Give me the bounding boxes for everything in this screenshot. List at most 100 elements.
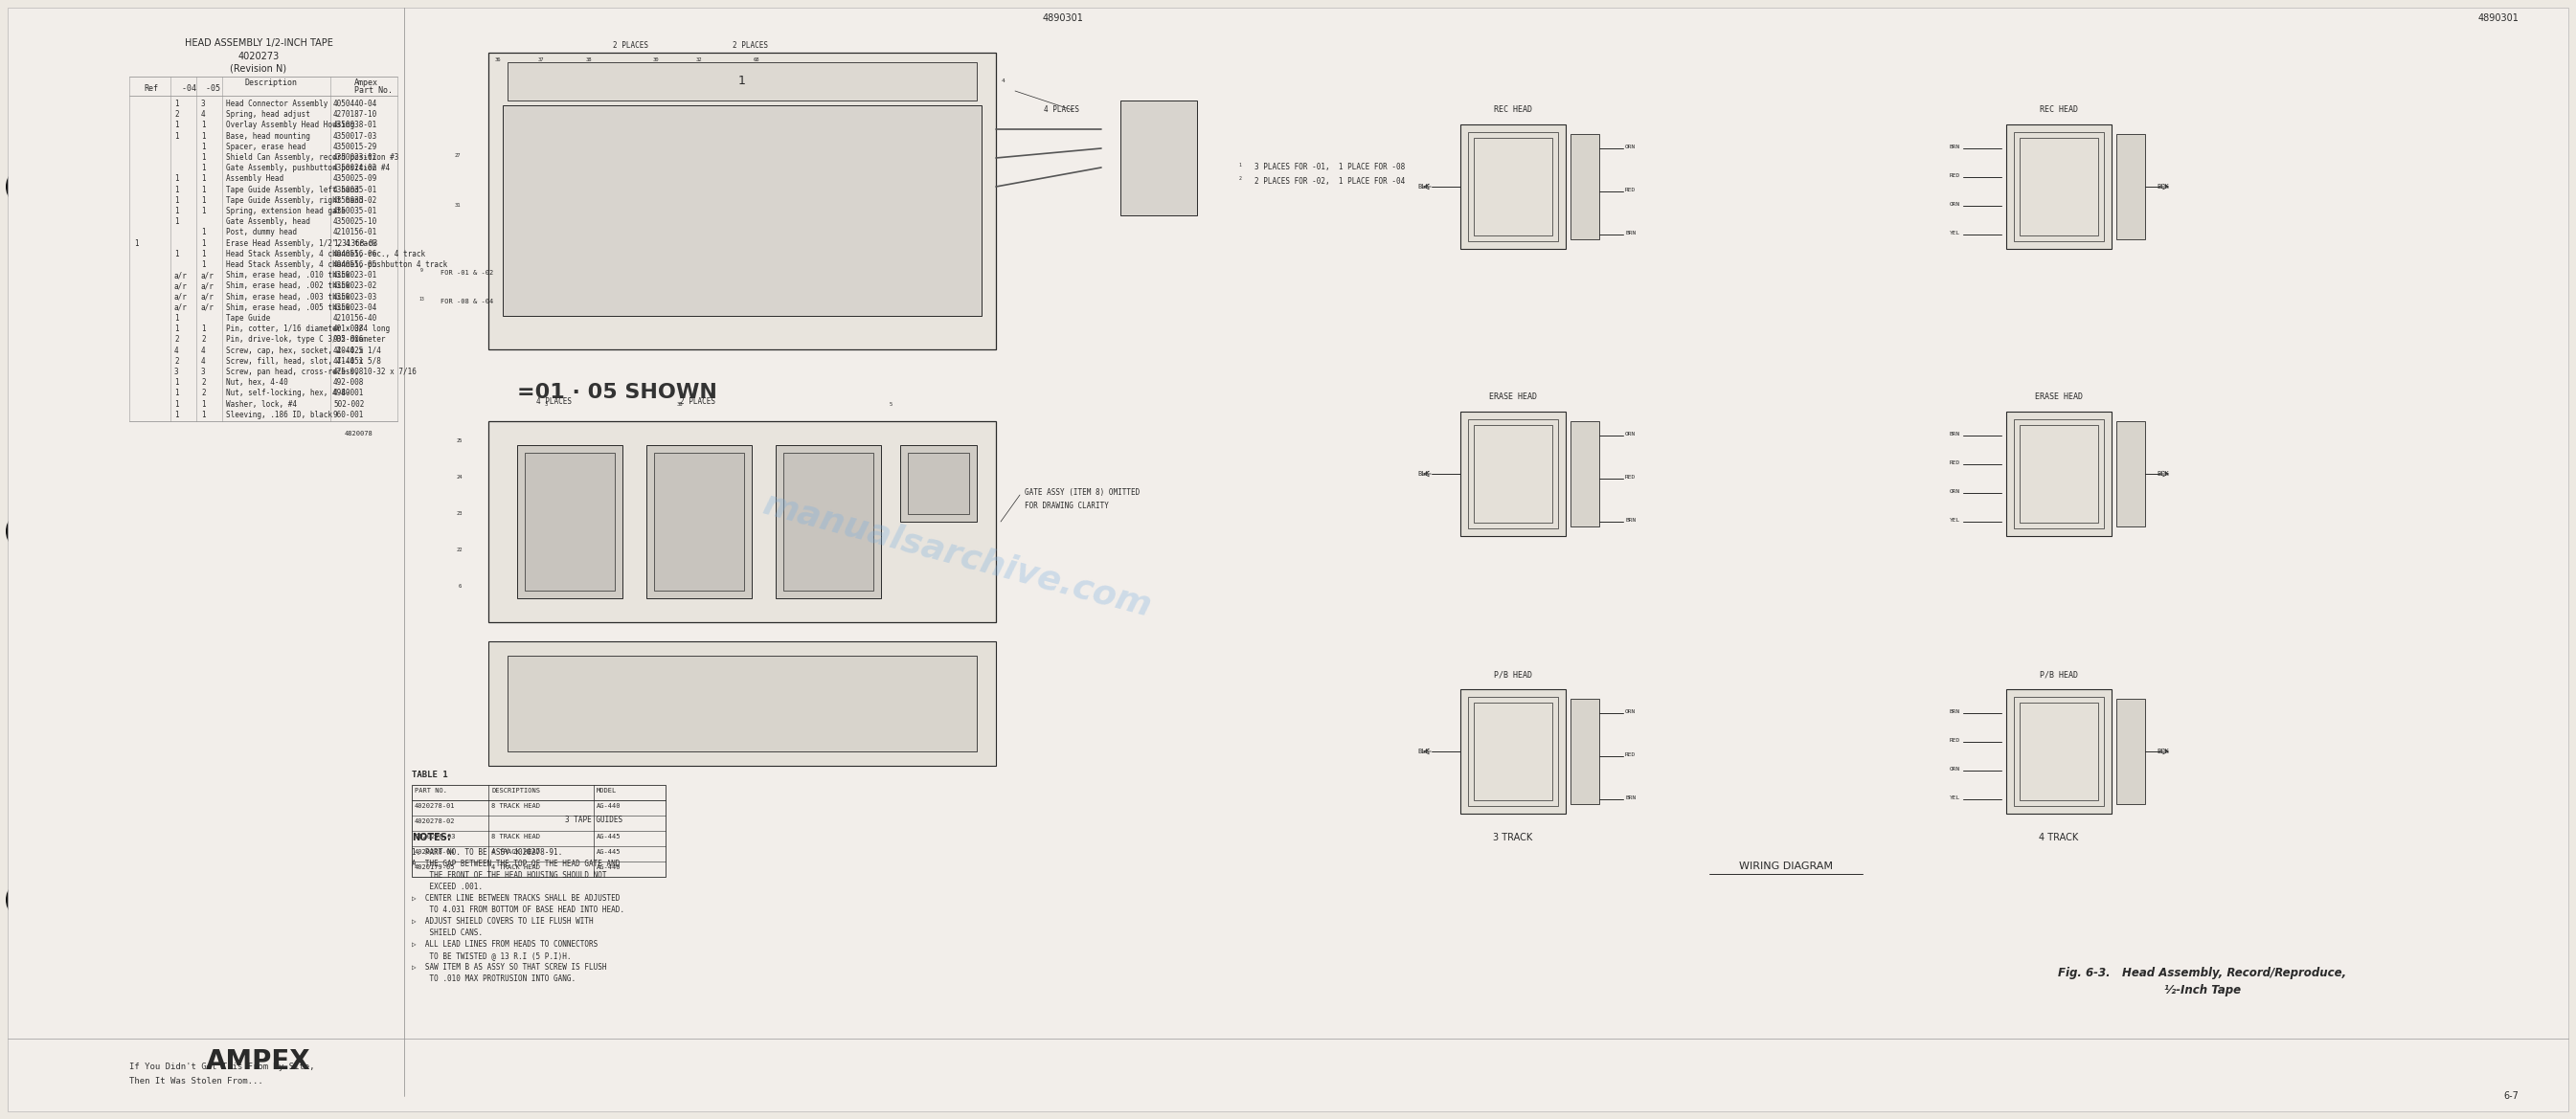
Text: 4350038-01: 4350038-01	[332, 121, 379, 130]
Text: Tape Guide Assembly, left hand: Tape Guide Assembly, left hand	[227, 186, 358, 194]
Text: 3: 3	[201, 367, 206, 376]
Bar	[1461, 412, 1566, 536]
Circle shape	[760, 779, 773, 791]
Circle shape	[2058, 426, 2066, 435]
Circle shape	[1172, 110, 1182, 120]
Text: SHIELD CANS.: SHIELD CANS.	[412, 929, 482, 937]
Ellipse shape	[631, 175, 662, 208]
Circle shape	[1512, 704, 1520, 713]
Circle shape	[451, 540, 469, 558]
Bar	[2014, 132, 2105, 242]
Text: 2: 2	[175, 336, 178, 344]
Circle shape	[958, 225, 976, 244]
Bar	[783, 453, 873, 591]
Text: BLK: BLK	[1417, 471, 1430, 477]
Text: Then It Was Stolen From...: Then It Was Stolen From...	[129, 1076, 263, 1085]
Circle shape	[817, 779, 829, 791]
Bar	[507, 656, 976, 752]
Text: 1: 1	[175, 325, 178, 333]
Text: 401-008: 401-008	[332, 325, 363, 333]
Text: 31: 31	[456, 203, 461, 208]
Text: 498-001: 498-001	[332, 389, 363, 397]
Text: 1: 1	[201, 163, 206, 172]
Circle shape	[5, 878, 49, 921]
Text: 4890301: 4890301	[2478, 13, 2519, 23]
Bar	[1461, 689, 1566, 814]
Circle shape	[1587, 197, 1595, 205]
Text: 4020278-04: 4020278-04	[415, 849, 456, 855]
Circle shape	[2030, 169, 2040, 178]
Bar	[1468, 420, 1558, 528]
Circle shape	[696, 772, 721, 798]
Circle shape	[690, 51, 708, 69]
Text: TO .010 MAX PROTRUSION INTO GANG.: TO .010 MAX PROTRUSION INTO GANG.	[412, 975, 574, 984]
Bar	[507, 63, 976, 101]
Circle shape	[659, 527, 688, 554]
Text: Nut, self-locking, hex, 4-40: Nut, self-locking, hex, 4-40	[227, 389, 350, 397]
Circle shape	[500, 150, 515, 166]
Text: 4270187-10: 4270187-10	[332, 111, 379, 119]
Text: Shim, erase head, .010 thick: Shim, erase head, .010 thick	[227, 271, 350, 280]
Text: 1: 1	[175, 100, 178, 109]
Circle shape	[2133, 427, 2141, 434]
Text: 1: 1	[175, 399, 178, 408]
Circle shape	[2058, 455, 2066, 466]
Text: A. THE GAP BETWEEN THE TOP OF THE HEAD GATE AND: A. THE GAP BETWEEN THE TOP OF THE HEAD G…	[412, 859, 621, 868]
Bar	[1473, 703, 1553, 800]
Text: Part No.: Part No.	[355, 86, 392, 95]
Circle shape	[1172, 137, 1182, 147]
Text: BRN: BRN	[1950, 432, 1960, 436]
Text: 4820078: 4820078	[345, 431, 374, 436]
Circle shape	[2058, 704, 2066, 713]
Circle shape	[747, 51, 765, 69]
Text: Spring, extension head gate: Spring, extension head gate	[227, 207, 345, 215]
Text: 6-7: 6-7	[2504, 1091, 2519, 1101]
Text: 4020278-01: 4020278-01	[415, 803, 456, 809]
Text: RED: RED	[1950, 460, 1960, 466]
Circle shape	[2120, 514, 2128, 520]
Circle shape	[2058, 139, 2066, 149]
Circle shape	[2133, 182, 2141, 190]
Circle shape	[580, 470, 605, 497]
Text: BLK: BLK	[2156, 749, 2169, 754]
Bar	[2020, 703, 2097, 800]
Text: 4040556-05: 4040556-05	[332, 261, 379, 269]
Bar	[489, 641, 997, 765]
Circle shape	[755, 772, 778, 798]
Text: 4350035-01: 4350035-01	[332, 186, 379, 194]
Circle shape	[958, 168, 976, 187]
Text: 1: 1	[175, 207, 178, 215]
Text: Shim, erase head, .002 thick: Shim, erase head, .002 thick	[227, 282, 350, 291]
Text: 4350023-01: 4350023-01	[332, 271, 379, 280]
Text: 8 TRACK HEAD: 8 TRACK HEAD	[492, 803, 541, 809]
Text: ▷  SAW ITEM B AS ASSY SO THAT SCREW IS FLUSH: ▷ SAW ITEM B AS ASSY SO THAT SCREW IS FL…	[412, 963, 608, 971]
Circle shape	[672, 395, 688, 413]
Text: 1: 1	[175, 186, 178, 194]
Text: 4350017-03: 4350017-03	[332, 132, 379, 140]
Circle shape	[2058, 733, 2066, 743]
Circle shape	[2058, 763, 2066, 772]
Text: manualsarchive.com: manualsarchive.com	[760, 488, 1157, 623]
Circle shape	[1484, 426, 1494, 435]
Circle shape	[1484, 793, 1494, 803]
Text: 2: 2	[201, 378, 206, 387]
Circle shape	[5, 166, 49, 208]
Bar	[775, 445, 881, 599]
Text: -04  -05: -04 -05	[183, 84, 222, 93]
Text: RED: RED	[1950, 739, 1960, 743]
Text: 4210156-01: 4210156-01	[332, 228, 379, 237]
Circle shape	[2030, 198, 2040, 208]
Text: 2020278-03: 2020278-03	[415, 834, 456, 839]
Text: REC HEAD: REC HEAD	[1494, 105, 1533, 114]
Text: 1: 1	[175, 250, 178, 258]
Text: 475-008: 475-008	[332, 367, 363, 376]
Text: 13: 13	[417, 297, 425, 301]
Circle shape	[925, 772, 951, 798]
Text: BRN: BRN	[1625, 518, 1636, 523]
Text: 3: 3	[175, 367, 178, 376]
Bar	[1473, 138, 1553, 235]
Circle shape	[2120, 448, 2128, 455]
Bar	[526, 453, 616, 591]
Text: AG-445: AG-445	[598, 849, 621, 855]
Circle shape	[425, 266, 438, 280]
